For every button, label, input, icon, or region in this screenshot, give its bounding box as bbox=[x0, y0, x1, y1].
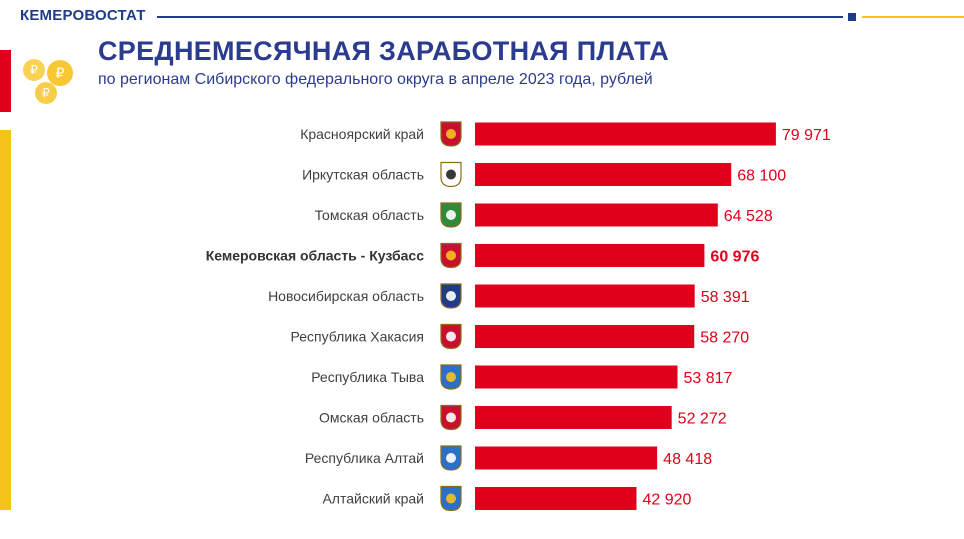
svg-text:₽: ₽ bbox=[56, 66, 65, 82]
data-label: 58 391 bbox=[701, 289, 750, 306]
data-label: 53 817 bbox=[683, 370, 732, 387]
data-label: 42 920 bbox=[642, 492, 691, 509]
category-label: Алтайский край bbox=[322, 491, 424, 507]
left-accent-bar-red bbox=[0, 50, 11, 112]
chart-subtitle: по регионам Сибирского федерального окру… bbox=[98, 71, 653, 88]
header-divider-line bbox=[157, 16, 843, 18]
category-label: Новосибирская область bbox=[268, 288, 424, 304]
category-label: Иркутская область bbox=[302, 167, 424, 183]
bar bbox=[475, 406, 672, 429]
bar bbox=[475, 325, 695, 348]
data-label: 79 971 bbox=[782, 127, 831, 144]
svg-text:₽: ₽ bbox=[30, 63, 38, 77]
category-label: Республика Тыва bbox=[311, 369, 424, 385]
khakassia-coat-of-arms-icon bbox=[440, 323, 462, 350]
data-label: 64 528 bbox=[724, 208, 773, 225]
ruble-coins-icon: ₽ ₽ ₽ bbox=[23, 59, 73, 104]
bar bbox=[475, 203, 718, 227]
omsk-coat-of-arms-icon bbox=[440, 404, 462, 431]
bar bbox=[475, 244, 705, 267]
kemerovo-coat-of-arms-icon bbox=[440, 242, 462, 269]
category-label: Кемеровская область - Кузбасс bbox=[206, 248, 424, 264]
data-label: 52 272 bbox=[678, 411, 727, 428]
chart-title: СРЕДНЕМЕСЯЧНАЯ ЗАРАБОТНАЯ ПЛАТА bbox=[98, 36, 669, 66]
krasnoyarsk-coat-of-arms-icon bbox=[440, 121, 462, 147]
data-label: 58 270 bbox=[700, 330, 749, 347]
bar bbox=[475, 284, 695, 308]
tuva-coat-of-arms-icon bbox=[440, 364, 462, 390]
header-divider-square bbox=[848, 13, 856, 21]
brand-name: КЕМЕРОВОСТАТ bbox=[20, 7, 146, 24]
bar bbox=[475, 446, 658, 470]
category-label: Омская область bbox=[319, 410, 424, 426]
bar bbox=[475, 365, 678, 389]
novosibirsk-coat-of-arms-icon bbox=[440, 283, 462, 309]
data-label: 68 100 bbox=[737, 168, 786, 185]
irkutsk-coat-of-arms-icon bbox=[440, 161, 462, 188]
header-divider-line-accent bbox=[862, 16, 964, 18]
altai-republic-coat-of-arms-icon bbox=[440, 445, 462, 471]
bar bbox=[475, 163, 732, 186]
bar bbox=[475, 487, 637, 510]
data-label: 60 976 bbox=[710, 249, 759, 266]
bar bbox=[475, 122, 776, 146]
svg-text:₽: ₽ bbox=[42, 86, 50, 100]
altai-krai-coat-of-arms-icon bbox=[440, 485, 462, 512]
category-label: Красноярский край bbox=[300, 126, 424, 142]
category-label: Республика Алтай bbox=[305, 450, 424, 466]
category-label: Томская область bbox=[315, 207, 424, 223]
tomsk-coat-of-arms-icon bbox=[440, 202, 462, 228]
data-label: 48 418 bbox=[663, 451, 712, 468]
category-label: Республика Хакасия bbox=[291, 329, 424, 345]
left-accent-bar-yellow bbox=[0, 130, 11, 510]
